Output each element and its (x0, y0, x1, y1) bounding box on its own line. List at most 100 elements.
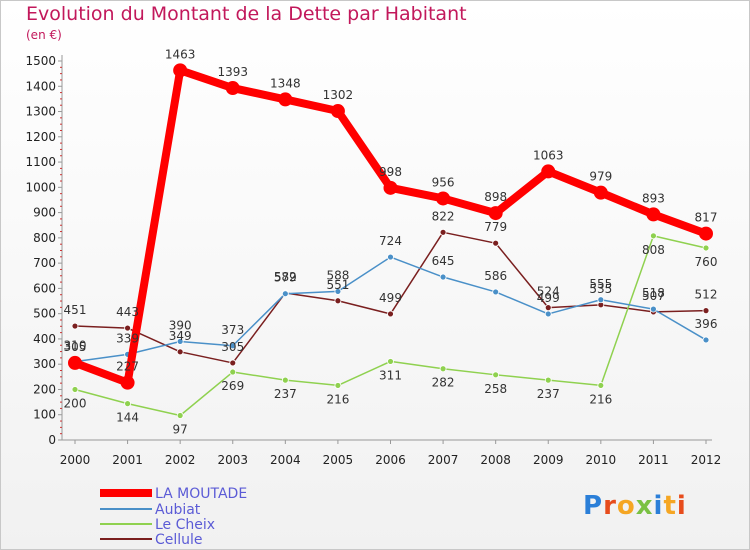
data-point (597, 296, 605, 304)
data-label: 582 (274, 270, 297, 284)
data-point (124, 324, 131, 332)
y-tick-label: 300 (33, 357, 56, 371)
series-layer (68, 63, 713, 419)
data-label: 1463 (165, 47, 196, 61)
x-tick-label: 2002 (165, 453, 196, 467)
data-point (229, 342, 237, 350)
data-point (120, 375, 135, 390)
data-point (68, 355, 82, 370)
y-tick-label: 1000 (25, 180, 56, 194)
data-label: 237 (274, 387, 297, 401)
data-label: 451 (64, 303, 87, 317)
data-label: 998 (379, 165, 402, 179)
data-label: 200 (64, 396, 87, 410)
series-line-1 (74, 256, 707, 363)
data-label: 535 (589, 282, 612, 296)
data-point (650, 232, 657, 240)
data-label: 956 (432, 175, 455, 189)
data-label: 269 (221, 379, 244, 393)
x-tick-label: 2001 (112, 453, 143, 467)
data-label: 524 (537, 285, 560, 299)
data-point (176, 348, 184, 356)
data-point (439, 228, 447, 236)
x-tick-label: 2004 (270, 453, 301, 467)
data-label: 349 (169, 329, 192, 343)
data-label: 1302 (323, 88, 354, 102)
x-tick-label: 2010 (586, 453, 617, 467)
y-tick-label: 700 (33, 256, 56, 270)
data-point (225, 81, 240, 96)
data-label: 1063 (533, 148, 564, 162)
data-point (593, 185, 608, 200)
data-point (702, 244, 710, 252)
data-label: 499 (537, 291, 560, 305)
data-label: 1393 (217, 65, 248, 79)
data-point (278, 92, 293, 107)
data-point (229, 359, 237, 367)
data-label: 760 (695, 255, 718, 269)
legend-label: Cellule (155, 532, 203, 548)
x-tick-label: 2006 (375, 453, 406, 467)
y-tick-label: 1100 (25, 155, 56, 169)
proxiti-logo: Proxiti (583, 491, 687, 521)
data-point (544, 304, 552, 312)
x-tick-label: 2007 (428, 453, 459, 467)
data-point (334, 382, 342, 389)
data-point (334, 288, 342, 295)
data-label: 339 (116, 331, 139, 345)
data-point (436, 191, 451, 206)
data-label: 555 (589, 277, 612, 291)
x-tick-label: 2000 (60, 453, 91, 467)
data-point (173, 63, 188, 78)
data-point (492, 371, 500, 379)
data-label: 551 (326, 278, 349, 292)
data-labels: 305 227 1463 1393 1348 1302 998 956 898 1063 979 89… (64, 47, 718, 436)
data-label: 258 (484, 382, 507, 396)
y-tick-label: 500 (33, 307, 56, 321)
data-point (387, 358, 394, 365)
data-point (492, 288, 500, 296)
y-unit-label: (en €) (26, 28, 62, 42)
data-point (176, 412, 184, 419)
data-point (124, 400, 131, 408)
data-label: 822 (432, 209, 455, 223)
data-point (71, 386, 79, 393)
x-tick-label: 2012 (691, 453, 722, 467)
data-label: 518 (642, 286, 665, 300)
y-tick-label: 0 (48, 433, 56, 447)
data-label: 216 (589, 392, 612, 406)
data-label: 396 (695, 317, 718, 331)
data-point (702, 307, 710, 315)
y-tick-label: 400 (33, 332, 56, 346)
data-point (387, 310, 394, 318)
data-point (650, 305, 657, 313)
data-label: 390 (169, 318, 192, 332)
data-label: 808 (642, 243, 665, 257)
data-label: 282 (432, 376, 455, 390)
y-tick-label: 1400 (25, 79, 56, 93)
chart-title: Evolution du Montant de la Dette par Hab… (26, 3, 467, 25)
data-point (281, 376, 289, 384)
y-tick-label: 800 (33, 231, 56, 245)
x-tick-label: 2003 (217, 453, 248, 467)
data-point (544, 310, 552, 318)
data-point (541, 164, 556, 179)
y-tick-label: 600 (33, 281, 56, 295)
data-point (176, 338, 184, 345)
x-tick-label: 2011 (638, 453, 669, 467)
data-label: 579 (274, 271, 297, 285)
data-label: 227 (116, 360, 139, 374)
data-point (492, 239, 500, 247)
data-point (439, 273, 447, 281)
data-point (439, 365, 447, 373)
data-label: 586 (484, 269, 507, 283)
legend-label: Le Cheix (155, 517, 215, 533)
data-label: 237 (537, 387, 560, 401)
data-label: 645 (432, 254, 455, 268)
data-label: 499 (379, 291, 402, 305)
data-point (229, 368, 237, 376)
y-tick-label: 1200 (25, 130, 56, 144)
